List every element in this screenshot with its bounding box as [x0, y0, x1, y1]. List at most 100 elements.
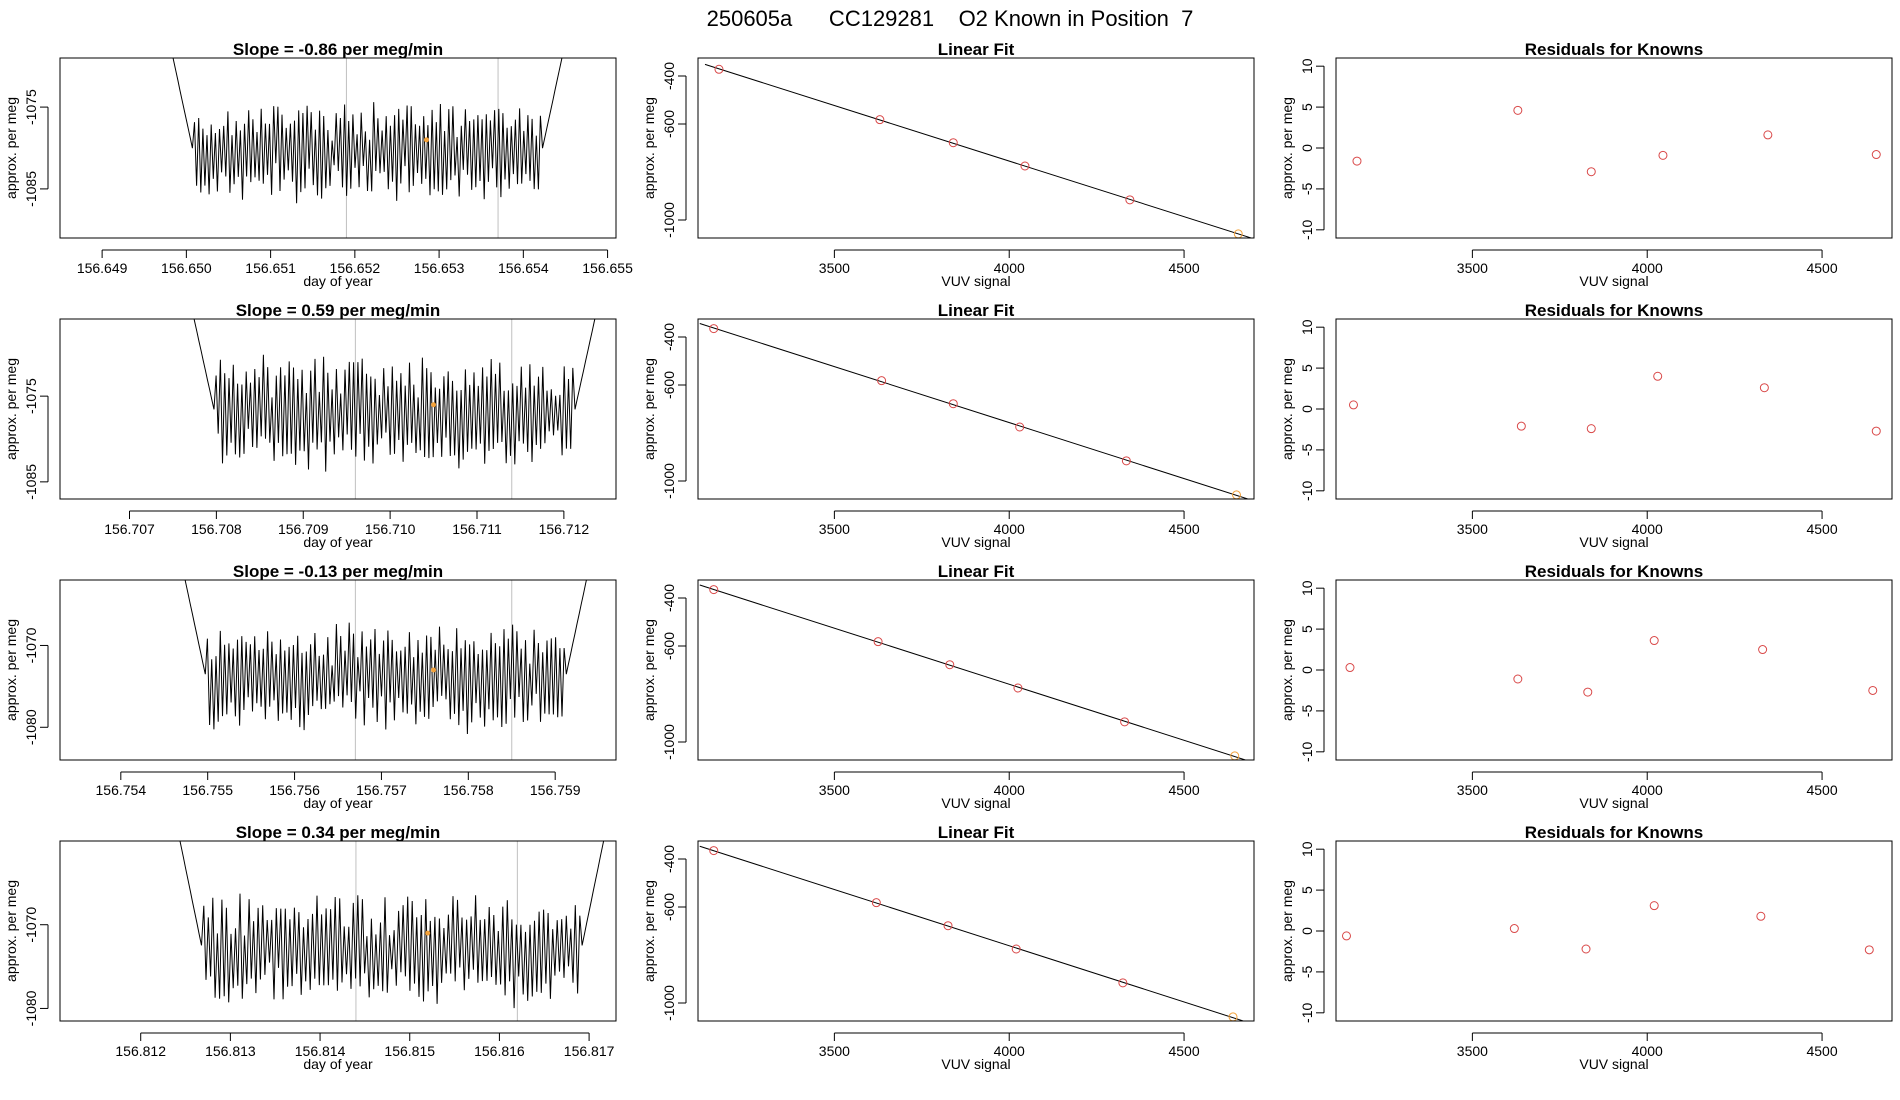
data-point	[1015, 422, 1025, 432]
data-point	[1763, 130, 1773, 140]
x-tick-label: 156.655	[582, 260, 633, 276]
x-tick-label: 4500	[1806, 1043, 1837, 1059]
y-tick-label: -400	[661, 62, 677, 90]
data-point	[1011, 944, 1021, 954]
data-point	[1341, 931, 1351, 941]
y-tick-label: -400	[661, 845, 677, 873]
data-point	[1345, 663, 1355, 673]
y-axis-label: approx. per meg	[1279, 619, 1295, 721]
y-tick-label: 10	[1299, 580, 1315, 596]
page-title: 250605a CC129281 O2 Known in Position 7	[707, 6, 1194, 31]
data-point	[1583, 687, 1593, 697]
panel-linear-fit-row-1: Linear Fit VUV signal approx. per meg 3500 4…	[641, 40, 1255, 289]
x-tick-label: 4500	[1168, 521, 1199, 537]
data-point	[1756, 911, 1766, 921]
data-point	[1013, 683, 1023, 693]
y-tick-label: -1080	[23, 709, 39, 745]
x-tick-label: 3500	[1457, 782, 1488, 798]
x-tick-label: 156.817	[564, 1043, 615, 1059]
y-tick-label: -10	[1299, 480, 1315, 500]
y-tick-label: 5	[1299, 625, 1315, 633]
panel-time-series-row-3: Slope = -0.13 per meg/min day of year appr…	[3, 562, 617, 811]
data-point	[948, 399, 958, 409]
panel-title: Residuals for Knowns	[1525, 823, 1704, 842]
x-tick-label: 156.754	[96, 782, 147, 798]
y-axis-label: approx. per meg	[641, 358, 657, 460]
plot-data	[184, 580, 587, 760]
data-point	[1871, 150, 1881, 160]
y-tick-label: -1075	[23, 89, 39, 125]
data-point	[1118, 978, 1128, 988]
x-tick-label: 3500	[819, 521, 850, 537]
y-axis-label: approx. per meg	[641, 619, 657, 721]
plot-frame	[59, 579, 617, 761]
panel-residuals-row-2: Residuals for Knowns VUV signal approx. pe…	[1279, 301, 1893, 550]
plot-data	[1352, 105, 1881, 177]
y-tick-label: -600	[661, 371, 677, 399]
y-tick-label: -10	[1299, 741, 1315, 761]
plot-frame	[59, 57, 617, 239]
data-point	[1653, 371, 1663, 381]
panel-title: Linear Fit	[938, 562, 1015, 581]
data-point	[945, 660, 955, 670]
y-axis-label: approx. per meg	[3, 619, 19, 721]
x-tick-label: 4000	[994, 782, 1025, 798]
panel-title: Residuals for Knowns	[1525, 562, 1704, 581]
x-tick-label: 3500	[819, 782, 850, 798]
x-axis-label: day of year	[303, 795, 373, 811]
panel-linear-fit-row-3: Linear Fit VUV signal approx. per meg 3500 4…	[641, 562, 1255, 811]
x-tick-label: 4000	[1632, 1043, 1663, 1059]
y-tick-label: -1080	[23, 990, 39, 1026]
data-point	[1871, 426, 1881, 436]
y-axis-label: approx. per meg	[3, 358, 19, 460]
plot-frame	[1335, 57, 1893, 239]
y-tick-label: -5	[1299, 704, 1315, 717]
y-tick-label: -1070	[23, 627, 39, 663]
time-series-trace	[172, 58, 563, 204]
x-tick-label: 3500	[1457, 521, 1488, 537]
y-tick-label: 0	[1299, 666, 1315, 674]
mean-marker	[431, 402, 437, 408]
x-axis-label: VUV signal	[941, 1056, 1010, 1072]
data-point	[1759, 383, 1769, 393]
x-axis-label: VUV signal	[1579, 795, 1648, 811]
y-axis-label: approx. per meg	[1279, 97, 1295, 199]
x-tick-label: 4500	[1168, 260, 1199, 276]
x-tick-label: 156.649	[77, 260, 128, 276]
y-axis-label: approx. per meg	[3, 880, 19, 982]
y-tick-label: -600	[661, 632, 677, 660]
data-point	[948, 138, 958, 148]
plot-data	[699, 323, 1250, 499]
data-point	[709, 585, 719, 595]
x-axis-label: VUV signal	[941, 795, 1010, 811]
x-tick-label: 156.815	[384, 1043, 435, 1059]
plot-data	[1348, 371, 1881, 436]
panel-title: Linear Fit	[938, 40, 1015, 59]
time-series-trace	[193, 319, 596, 472]
y-tick-label: 10	[1299, 58, 1315, 74]
data-point	[943, 921, 953, 931]
y-tick-label: 5	[1299, 103, 1315, 111]
y-axis-label: approx. per meg	[1279, 880, 1295, 982]
plot-data	[704, 63, 1253, 238]
x-tick-label: 156.708	[191, 521, 242, 537]
data-point	[1513, 105, 1523, 115]
fit-line	[704, 63, 1253, 238]
y-tick-label: -1000	[661, 985, 677, 1021]
x-tick-label: 156.759	[530, 782, 581, 798]
data-point	[875, 115, 885, 125]
x-tick-label: 3500	[1457, 1043, 1488, 1059]
plot-data	[699, 584, 1248, 760]
x-tick-label: 156.709	[278, 521, 329, 537]
x-tick-label: 4500	[1806, 260, 1837, 276]
x-tick-label: 156.813	[205, 1043, 256, 1059]
data-point	[1649, 636, 1659, 646]
data-point	[873, 637, 883, 647]
x-tick-label: 156.757	[356, 782, 407, 798]
y-tick-label: -1085	[23, 171, 39, 207]
y-tick-label: -1000	[661, 463, 677, 499]
y-tick-label: 10	[1299, 319, 1315, 335]
plot-frame	[697, 579, 1255, 761]
y-tick-label: -600	[661, 893, 677, 921]
